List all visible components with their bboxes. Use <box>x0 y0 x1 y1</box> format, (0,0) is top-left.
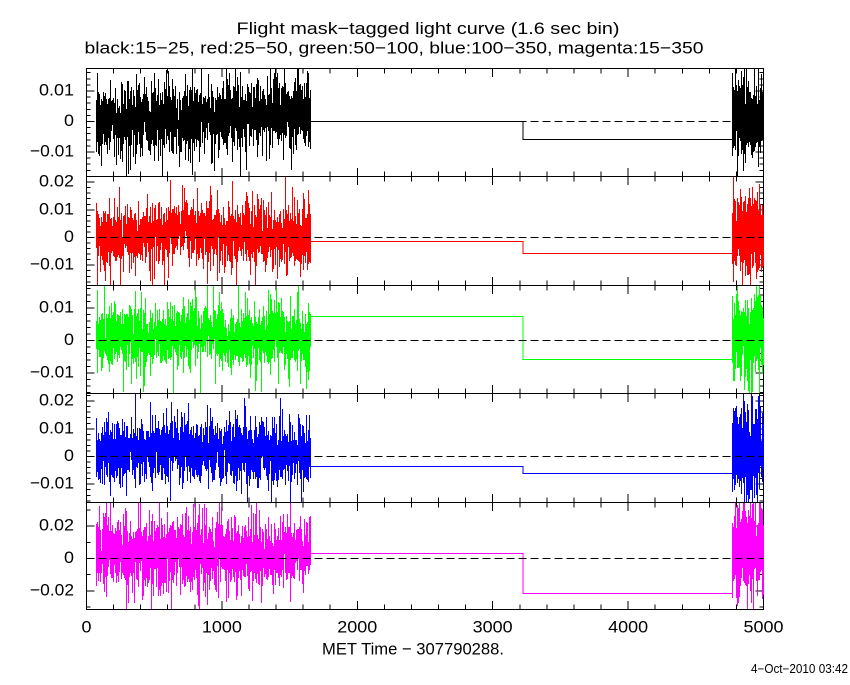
svg-text:5000: 5000 <box>744 618 784 637</box>
svg-text:2000: 2000 <box>337 618 377 637</box>
svg-text:0.01: 0.01 <box>39 81 74 100</box>
svg-text:4000: 4000 <box>608 618 648 637</box>
svg-text:0: 0 <box>64 548 74 567</box>
svg-text:0.01: 0.01 <box>39 199 74 218</box>
svg-text:4−Oct−2010 03:42: 4−Oct−2010 03:42 <box>751 662 848 676</box>
svg-text:0.02: 0.02 <box>39 391 74 410</box>
svg-text:−0.01: −0.01 <box>30 255 74 274</box>
svg-text:0: 0 <box>64 227 74 246</box>
svg-text:−0.02: −0.02 <box>30 580 74 599</box>
svg-text:−0.01: −0.01 <box>30 474 74 493</box>
svg-text:Flight mask−tagged light curve: Flight mask−tagged light curve (1.6 sec … <box>237 19 620 38</box>
svg-text:0: 0 <box>64 446 74 465</box>
svg-text:0.02: 0.02 <box>39 172 74 191</box>
svg-text:black:15−25, red:25−50, green:: black:15−25, red:25−50, green:50−100, bl… <box>85 39 704 58</box>
svg-text:0: 0 <box>82 618 92 637</box>
svg-text:MET Time − 307790288.: MET Time − 307790288. <box>322 640 504 659</box>
svg-text:3000: 3000 <box>473 618 513 637</box>
svg-text:−0.01: −0.01 <box>30 142 74 161</box>
svg-text:0: 0 <box>64 330 74 349</box>
svg-text:0.01: 0.01 <box>39 418 74 437</box>
svg-text:1000: 1000 <box>202 618 242 637</box>
svg-text:0.02: 0.02 <box>39 516 74 535</box>
svg-text:−0.01: −0.01 <box>30 363 74 382</box>
svg-text:0: 0 <box>64 111 74 130</box>
svg-text:0.01: 0.01 <box>39 298 74 317</box>
